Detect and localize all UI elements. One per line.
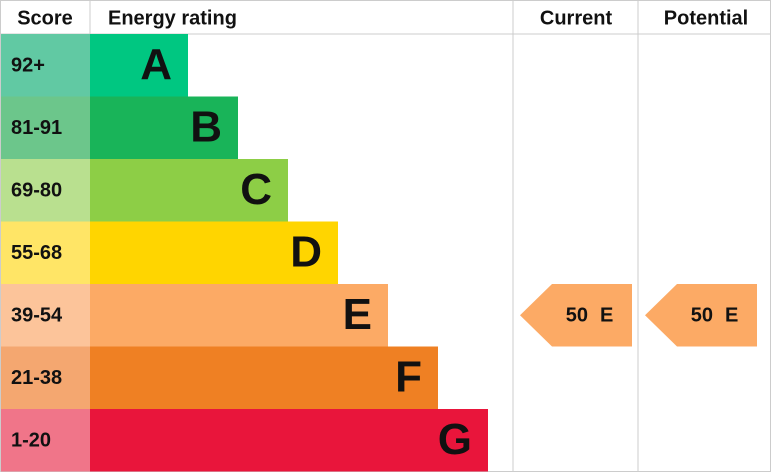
rating-bar (90, 346, 438, 409)
score-cell (1, 221, 90, 284)
rating-letter: C (240, 165, 272, 214)
arrow-score: 50 (566, 305, 588, 327)
arrow-score: 50 (691, 305, 713, 327)
score-range: 1-20 (11, 430, 51, 452)
rating-arrow (520, 284, 632, 347)
score-cell (1, 409, 90, 472)
header: Score (17, 7, 73, 29)
score-cell (1, 159, 90, 222)
score-range: 55-68 (11, 242, 62, 264)
rating-bar (90, 284, 388, 347)
score-range: 69-80 (11, 180, 62, 202)
rating-bar (90, 221, 338, 284)
rating-letter: F (395, 352, 422, 401)
rating-bar (90, 409, 488, 472)
rating-letter: G (438, 415, 472, 464)
arrow-letter: E (725, 305, 738, 327)
score-range: 92+ (11, 55, 45, 77)
score-range: 81-91 (11, 117, 62, 139)
rating-bar (90, 159, 288, 222)
header: Current (540, 7, 613, 29)
score-range: 39-54 (11, 305, 63, 327)
score-range: 21-38 (11, 367, 62, 389)
arrow-letter: E (600, 305, 613, 327)
rating-letter: A (140, 40, 172, 89)
rating-arrow (645, 284, 757, 347)
score-cell (1, 96, 90, 159)
header: Energy rating (108, 7, 237, 29)
header: Potential (664, 7, 748, 29)
rating-letter: E (343, 290, 372, 339)
rating-bar (90, 34, 188, 97)
rating-letter: B (190, 102, 222, 151)
rating-bar (90, 96, 238, 159)
score-cell (1, 346, 90, 409)
rating-letter: D (290, 227, 322, 276)
score-cell (1, 284, 90, 347)
score-cell (1, 34, 90, 97)
